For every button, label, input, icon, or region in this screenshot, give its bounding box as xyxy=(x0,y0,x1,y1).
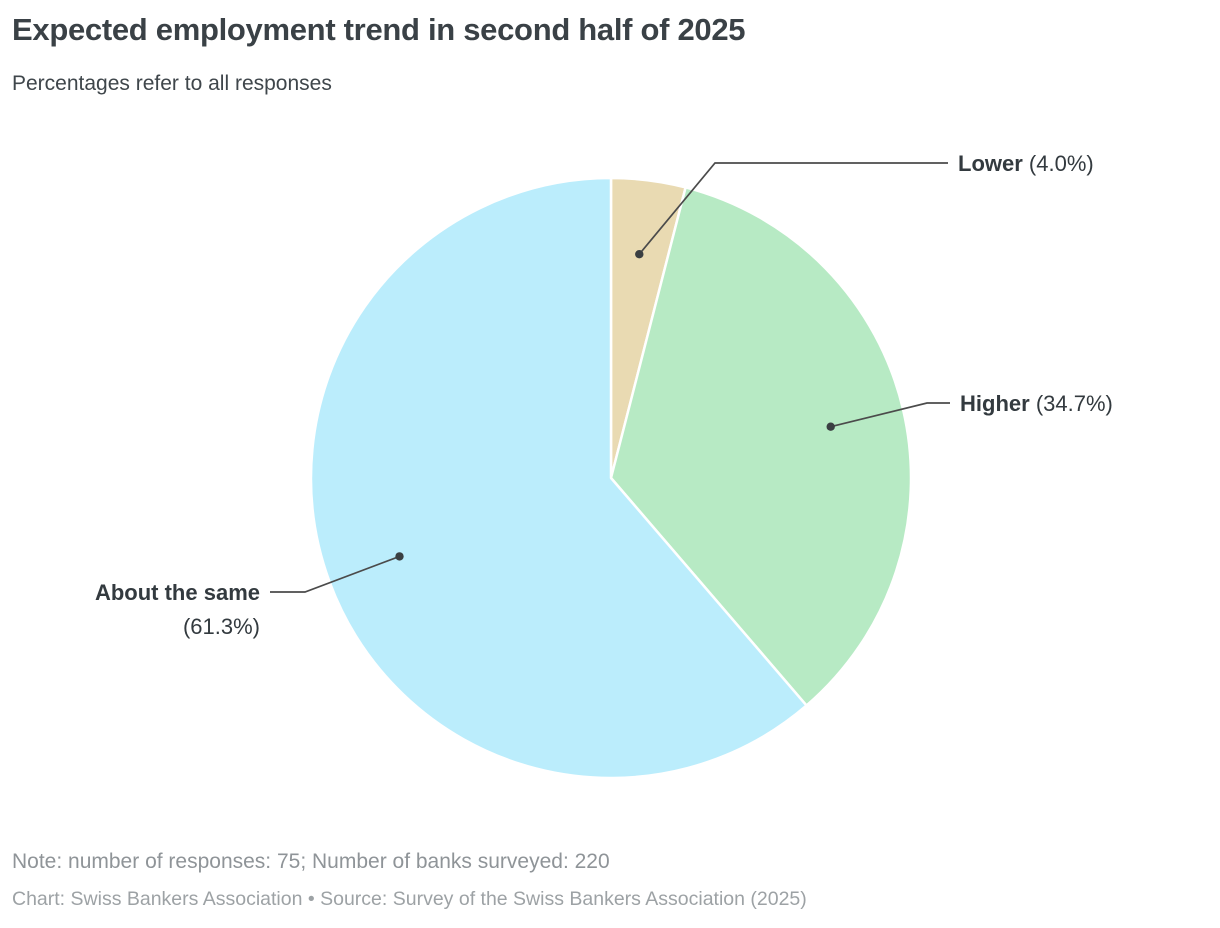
chart-subtitle: Percentages refer to all responses xyxy=(12,72,332,95)
callout-dot-higher xyxy=(826,422,835,431)
callout-label-higher: Higher (34.7%) xyxy=(960,390,1113,417)
callout-dot-about-the-same xyxy=(395,552,404,561)
callout-line-higher xyxy=(830,402,950,428)
callout-dot-lower xyxy=(635,250,644,259)
slice-name-lower: Lower xyxy=(958,151,1023,176)
slice-pct-lower: (4.0%) xyxy=(1028,151,1094,176)
callout-line-lower xyxy=(638,162,948,255)
callout-label-lower: Lower (4.0%) xyxy=(958,150,1094,177)
callout-label-about-the-same: About the same (61.3%) xyxy=(0,576,260,644)
pie-slice-higher[interactable] xyxy=(609,186,913,707)
slice-pct-about-the-same: (61.3%) xyxy=(182,614,260,639)
chart-note: Note: number of responses: 75; Number of… xyxy=(12,850,610,873)
chart-title: Expected employment trend in second half… xyxy=(12,12,746,47)
slice-name-higher: Higher xyxy=(960,391,1030,416)
callout-line-about-the-same xyxy=(270,555,400,593)
slice-pct-higher: (34.7%) xyxy=(1035,391,1113,416)
chart-caption: Chart: Swiss Bankers Association • Sourc… xyxy=(12,888,807,910)
slice-name-about-the-same: About the same xyxy=(94,580,260,605)
